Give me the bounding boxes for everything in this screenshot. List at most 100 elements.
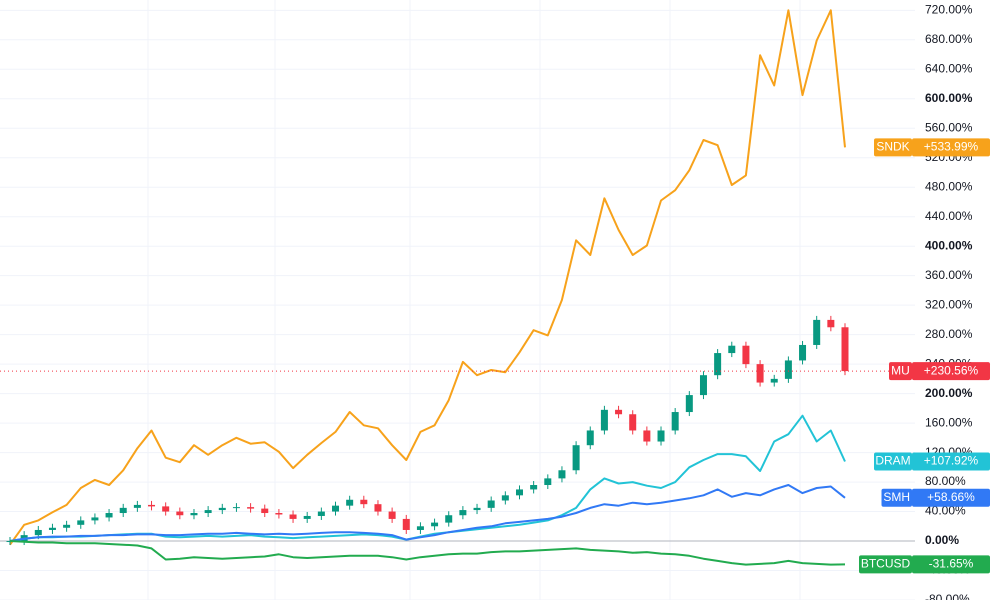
y-tick-label: 0.00% xyxy=(925,533,959,547)
candle xyxy=(360,499,368,505)
candle xyxy=(431,522,439,527)
candle xyxy=(346,499,354,506)
candle xyxy=(770,378,778,383)
candle xyxy=(586,430,594,446)
candle xyxy=(374,504,382,512)
legend-name: SNDK xyxy=(876,140,909,154)
candle xyxy=(813,319,821,345)
candle xyxy=(459,510,467,516)
y-tick-label: 80.00% xyxy=(925,474,966,488)
candle xyxy=(784,360,792,379)
legend-name: BTCUSD xyxy=(861,557,911,571)
value-label-box xyxy=(912,555,990,574)
y-tick-label: 400.00% xyxy=(925,238,973,252)
candle xyxy=(63,524,71,528)
series-line xyxy=(9,414,846,542)
legend-name: SMH xyxy=(883,490,910,504)
y-tick-label: 480.00% xyxy=(925,179,973,193)
candle xyxy=(232,507,240,509)
series-line xyxy=(9,484,846,542)
legend-name-box xyxy=(874,138,912,157)
candle xyxy=(148,504,156,507)
candle xyxy=(530,485,538,490)
candle xyxy=(247,507,255,509)
y-tick-label: 40.00% xyxy=(925,504,966,518)
candle xyxy=(218,507,226,511)
series-line xyxy=(9,540,846,566)
y-tick-label: 160.00% xyxy=(925,415,973,429)
y-tick-label: 320.00% xyxy=(925,297,973,311)
candle xyxy=(388,511,396,519)
candle xyxy=(629,414,637,431)
y-tick-label: 280.00% xyxy=(925,327,973,341)
candle xyxy=(544,478,552,486)
legend-name-box xyxy=(889,362,912,381)
value-label-box xyxy=(912,362,990,381)
value-label-box xyxy=(912,488,990,507)
candle xyxy=(501,495,509,501)
legend-name: DRAM xyxy=(875,454,910,468)
legend-name-box xyxy=(859,555,912,574)
candle xyxy=(615,409,623,415)
value-label: +533.99% xyxy=(924,140,979,154)
candle xyxy=(91,517,99,521)
candle xyxy=(48,527,56,530)
candle xyxy=(204,510,212,514)
y-tick-label: 600.00% xyxy=(925,91,973,105)
candle xyxy=(190,513,198,516)
candle xyxy=(133,504,141,508)
y-tick-label: 640.00% xyxy=(925,61,973,75)
value-label: +58.66% xyxy=(927,490,975,504)
candle xyxy=(827,319,835,328)
candle xyxy=(714,353,722,376)
candle xyxy=(317,511,325,516)
candle xyxy=(699,375,707,396)
candle xyxy=(162,506,170,512)
series-line xyxy=(9,9,846,546)
y-tick-label: 560.00% xyxy=(925,120,973,134)
y-tick-label: 360.00% xyxy=(925,268,973,282)
candle xyxy=(105,513,113,518)
candle xyxy=(34,529,42,536)
candle xyxy=(332,505,340,512)
y-tick-label: -80.00% xyxy=(925,592,970,600)
candle xyxy=(303,515,311,519)
vertical-grid xyxy=(147,0,801,600)
y-tick-label: 720.00% xyxy=(925,2,973,16)
value-label-box xyxy=(912,138,990,157)
candle xyxy=(685,395,693,413)
candle xyxy=(558,470,566,479)
y-tick-label: 680.00% xyxy=(925,32,973,46)
candle xyxy=(643,430,651,442)
candle xyxy=(416,526,424,530)
candle xyxy=(119,507,127,514)
candle xyxy=(657,430,665,442)
candle xyxy=(756,364,764,383)
legend-name: MU xyxy=(891,363,910,377)
candle xyxy=(445,515,453,523)
candle xyxy=(261,508,269,514)
candle xyxy=(728,345,736,354)
legend-name-box xyxy=(881,488,912,507)
candle xyxy=(742,345,750,365)
candle xyxy=(487,500,495,508)
candle xyxy=(275,513,283,515)
value-label: +107.92% xyxy=(924,454,979,468)
candle xyxy=(841,327,849,372)
value-label-box xyxy=(912,452,990,471)
candle xyxy=(289,514,297,519)
candle xyxy=(402,518,410,530)
candle xyxy=(600,409,608,431)
y-tick-label: 200.00% xyxy=(925,386,973,400)
y-tick-label: 440.00% xyxy=(925,209,973,223)
candle xyxy=(799,344,807,361)
candle xyxy=(77,520,85,525)
value-label: -31.65% xyxy=(929,557,974,571)
legend-name-box xyxy=(874,452,912,471)
candle xyxy=(572,445,580,471)
candle xyxy=(176,511,184,516)
candle xyxy=(473,507,481,511)
candle xyxy=(515,489,523,496)
